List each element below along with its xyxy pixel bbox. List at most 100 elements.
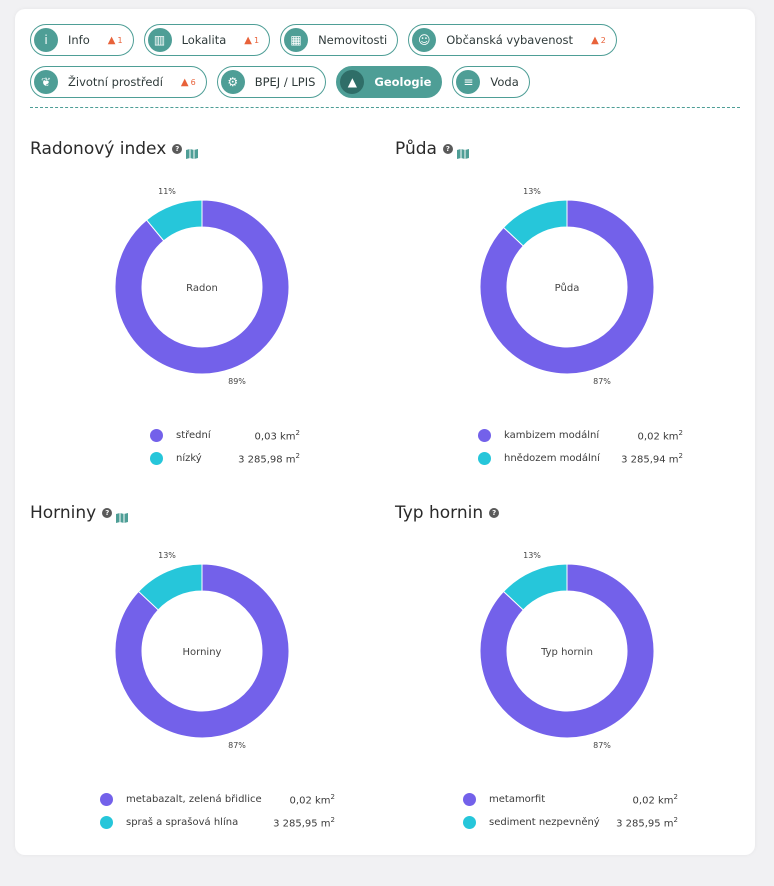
- donut-slice[interactable]: [502, 563, 568, 611]
- legend-value-text: 0,02 km: [637, 431, 679, 443]
- panel-puda: Půda? 87% 13% Půda kambizem modální 0,02 km2 h…: [395, 139, 755, 499]
- warning-badge: ▲ 1: [108, 35, 123, 46]
- donut-chart: 87% 13% Půda: [479, 187, 655, 386]
- geology-card: i Info ▲ 1 ▥ Lokalita ▲ 1 ▦ Nemovitosti ☺ Občanská …: [15, 9, 755, 855]
- legend-name: nízký: [176, 453, 202, 464]
- warning-count: 1: [117, 35, 123, 45]
- legend-name: střední: [176, 430, 211, 441]
- help-icon[interactable]: ?: [172, 144, 183, 154]
- legend-swatch: [100, 793, 113, 806]
- panel-radon: Radonový index? 89% 11% Radon střední 0,03 km…: [30, 139, 390, 499]
- legend-value: 0,02 km2: [290, 793, 335, 806]
- legend-value-text: 0,03 km: [254, 431, 296, 443]
- slice-percent-label: 13%: [523, 551, 541, 560]
- chart-legend: metabazalt, zelená břidlice 0,02 km2 spraš…: [100, 788, 335, 834]
- donut-center-label: Horniny: [183, 647, 222, 658]
- legend-swatch: [150, 429, 163, 442]
- legend-item[interactable]: spraš a sprašová hlína 3 285,95 m2: [100, 811, 335, 834]
- donut-slice[interactable]: [479, 563, 655, 739]
- legend-value-unit: 2: [673, 792, 678, 801]
- help-icon[interactable]: ?: [102, 508, 113, 518]
- mountain-icon: ▲: [340, 70, 365, 94]
- donut-slice[interactable]: [114, 199, 290, 375]
- slice-percent-label: 13%: [523, 187, 541, 196]
- map-icon[interactable]: [116, 508, 129, 523]
- tab-ob-ansk-vybavenost[interactable]: ☺ Občanská vybavenost ▲ 2: [408, 24, 617, 56]
- tab-geologie[interactable]: ▲ Geologie: [336, 66, 443, 98]
- legend-value: 3 285,95 m2: [616, 816, 678, 829]
- warning-icon: ▲: [591, 34, 599, 46]
- legend-value-unit: 2: [673, 815, 678, 824]
- legend-value-text: 3 285,98 m: [238, 454, 296, 466]
- tab-label: Nemovitosti: [318, 33, 388, 47]
- panel-title-text: Horniny: [30, 503, 97, 523]
- slice-percent-label: 87%: [593, 377, 611, 386]
- donut-slice[interactable]: [145, 199, 203, 242]
- panel-title-text: Radonový index: [30, 139, 167, 159]
- legend-item[interactable]: hnědozem modální 3 285,94 m2: [478, 447, 683, 470]
- tab-label: Info: [68, 33, 90, 47]
- building-icon: ▦: [284, 28, 309, 52]
- warning-badge: ▲ 6: [181, 77, 196, 88]
- warning-icon: ▲: [107, 34, 116, 46]
- donut-slice[interactable]: [114, 563, 290, 739]
- legend-value-text: 3 285,95 m: [616, 818, 674, 830]
- donut-chart: 87% 13% Horniny: [114, 551, 290, 750]
- legend-swatch: [478, 452, 491, 465]
- legend-item[interactable]: sediment nezpevněný 3 285,95 m2: [463, 811, 678, 834]
- tab-label: Lokalita: [181, 33, 227, 47]
- panel-title: Horniny?: [30, 503, 129, 523]
- tab-bpej-lpis[interactable]: ⚙ BPEJ / LPIS: [216, 66, 327, 98]
- map-icon: ▥: [147, 28, 172, 52]
- tractor-icon: ⚙: [220, 70, 245, 94]
- legend-item[interactable]: kambizem modální 0,02 km2: [478, 424, 683, 447]
- legend-item[interactable]: nízký 3 285,98 m2: [150, 447, 300, 470]
- legend-value-text: 3 285,95 m: [273, 818, 331, 830]
- help-icon[interactable]: ?: [489, 508, 500, 518]
- legend-swatch: [150, 452, 163, 465]
- legend-name: spraš a sprašová hlína: [126, 817, 239, 828]
- legend-swatch: [463, 816, 476, 829]
- legend-value: 3 285,94 m2: [621, 452, 683, 465]
- legend-value-unit: 2: [678, 451, 683, 460]
- donut-slice[interactable]: [502, 199, 568, 247]
- legend-value-unit: 2: [330, 792, 335, 801]
- donut-slice[interactable]: [479, 199, 655, 375]
- tab-lokalita[interactable]: ▥ Lokalita ▲ 1: [143, 24, 271, 56]
- panel-title-text: Půda: [395, 139, 437, 159]
- slice-percent-label: 87%: [593, 741, 611, 750]
- slice-percent-label: 13%: [158, 551, 176, 560]
- leaf-icon: ❦: [34, 70, 58, 94]
- donut-center-label: Radon: [186, 283, 218, 294]
- tab-voda[interactable]: ≡ Voda: [452, 66, 530, 98]
- warning-count: 2: [600, 35, 606, 45]
- legend-value: 3 285,95 m2: [273, 816, 335, 829]
- chart-legend: střední 0,03 km2 nízký 3 285,98 m 2: [150, 424, 300, 470]
- help-icon[interactable]: ?: [442, 144, 453, 154]
- panel-title: Radonový index?: [30, 139, 199, 159]
- slice-percent-label: 11%: [158, 187, 176, 196]
- legend-name: sediment nezpevněný: [489, 817, 600, 828]
- panel-title-text: Typ hornin: [395, 503, 484, 523]
- legend-swatch: [100, 816, 113, 829]
- chart-legend: metamorfit 0,02 km2 sediment nezpevněný 3 2…: [463, 788, 678, 834]
- map-icon[interactable]: [456, 144, 469, 159]
- legend-item[interactable]: metabazalt, zelená břidlice 0,02 km2: [100, 788, 335, 811]
- legend-value-unit: 2: [295, 428, 300, 437]
- donut-slice[interactable]: [137, 563, 203, 611]
- tab--ivotn-prost-ed-[interactable]: ❦ Životní prostředí ▲ 6: [30, 66, 207, 98]
- tab-bar: i Info ▲ 1 ▥ Lokalita ▲ 1 ▦ Nemovitosti ☺ Občanská …: [30, 24, 740, 108]
- chart-legend: kambizem modální 0,02 km2 hnědozem modální…: [478, 424, 683, 470]
- tab-nemovitosti[interactable]: ▦ Nemovitosti: [280, 24, 399, 56]
- water-icon: ≡: [456, 70, 481, 94]
- legend-value-unit: 2: [330, 815, 335, 824]
- legend-name: metabazalt, zelená břidlice: [126, 794, 262, 805]
- tab-label: Občanská vybavenost: [446, 33, 574, 47]
- tab-info[interactable]: i Info ▲ 1: [30, 24, 134, 56]
- legend-value-unit: 2: [678, 428, 683, 437]
- map-icon[interactable]: [186, 144, 199, 159]
- legend-swatch: [463, 793, 476, 806]
- tab-label: BPEJ / LPIS: [254, 75, 316, 89]
- legend-item[interactable]: metamorfit 0,02 km2: [463, 788, 678, 811]
- legend-item[interactable]: střední 0,03 km2: [150, 424, 300, 447]
